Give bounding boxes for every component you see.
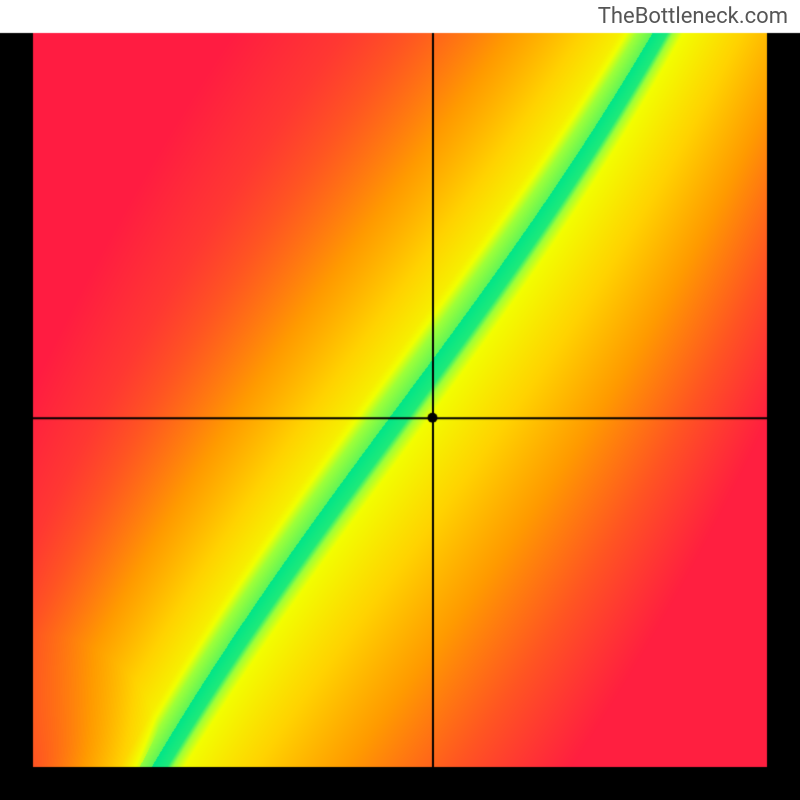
chart-area [0, 0, 800, 800]
bottleneck-heatmap-canvas [0, 0, 800, 800]
root-container: TheBottleneck.com [0, 0, 800, 800]
